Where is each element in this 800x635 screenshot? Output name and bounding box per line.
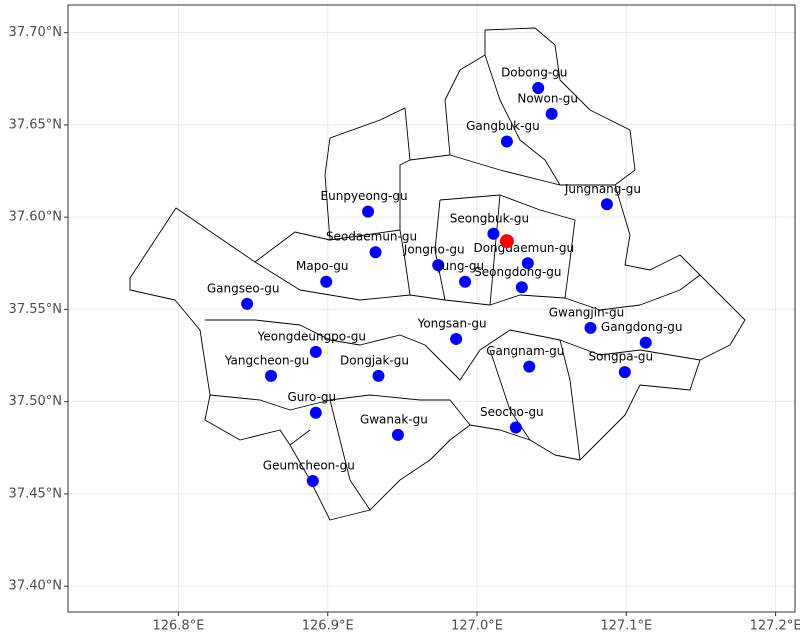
district-point: [584, 321, 597, 334]
district-label: Seocho-gu: [480, 405, 544, 419]
district-point: [500, 135, 513, 148]
district-point: [600, 198, 613, 211]
district-point: [459, 275, 472, 288]
district-label: Yeongdeungpo-gu: [257, 329, 366, 343]
y-tick-label: 37.70°N: [9, 25, 62, 40]
district-label: Yongsan-gu: [417, 316, 487, 330]
district-point: [320, 275, 333, 288]
district-point: [265, 369, 278, 382]
y-tick-label: 37.55°N: [9, 302, 62, 317]
district-label: Jungnang-gu: [564, 182, 641, 196]
district-point: [487, 227, 500, 240]
seoul-outline: [129, 27, 746, 521]
district-label: Gwanak-gu: [360, 412, 428, 426]
district-point: [391, 428, 404, 441]
district-point: [523, 360, 536, 373]
district-label: Seodaemun-gu: [326, 230, 417, 244]
district-point: [369, 246, 382, 259]
district-point: [521, 257, 534, 270]
district-label: Dongjak-gu: [340, 353, 409, 367]
district-label: Dobong-gu: [501, 66, 567, 80]
panel-border: [67, 4, 796, 613]
district-point: [545, 107, 558, 120]
y-tick-label: 37.65°N: [9, 117, 62, 132]
district-label: Yangcheon-gu: [224, 353, 309, 367]
district-line: [329, 54, 615, 306]
x-tick-label: 127.0°E: [451, 619, 503, 634]
district-boundaries: [129, 27, 746, 521]
district-label: Gangnam-gu: [486, 344, 564, 358]
district-point: [450, 332, 463, 345]
district-point: [362, 205, 375, 218]
district-point: [241, 297, 254, 310]
district-label: Seongdong-gu: [474, 265, 561, 279]
district-label: Geumcheon-gu: [263, 459, 355, 473]
district-point: [515, 281, 528, 294]
y-tick-label: 37.45°N: [9, 486, 62, 501]
x-tick-label: 126.8°E: [152, 619, 204, 634]
district-point: [372, 369, 385, 382]
district-line: [254, 261, 701, 311]
district-label: Gwangjin-gu: [549, 305, 625, 319]
district-label: Guro-gu: [287, 390, 336, 404]
y-tick-label: 37.60°N: [9, 210, 62, 225]
district-point: [432, 259, 445, 272]
district-label: Seongbuk-gu: [450, 211, 529, 225]
district-point: [509, 421, 522, 434]
district-point: [532, 82, 545, 95]
y-tick-label: 37.50°N: [9, 394, 62, 409]
district-label: Nowon-gu: [517, 91, 578, 105]
district-label: Jung-gu: [437, 259, 484, 273]
district-point: [306, 475, 319, 488]
x-tick-label: 126.9°E: [302, 619, 354, 634]
district-label: Gangbuk-gu: [466, 119, 540, 133]
district-label: Mapo-gu: [296, 259, 348, 273]
y-tick-label: 37.40°N: [9, 579, 62, 594]
district-point: [618, 366, 631, 379]
district-line: [209, 339, 581, 511]
district-point: [309, 406, 322, 419]
district-label: Jongno-gu: [403, 243, 465, 257]
district-label: Dongdaemun-gu: [473, 241, 574, 255]
district-label: Gangdong-gu: [601, 320, 683, 334]
highlight-point: [499, 234, 514, 249]
district-label: Songpa-gu: [588, 350, 653, 364]
district-point: [639, 336, 652, 349]
district-point: [309, 345, 322, 358]
x-tick-label: 127.2°E: [750, 619, 800, 634]
district-label: Gangseo-gu: [207, 281, 280, 295]
district-line: [205, 319, 701, 381]
district-label: Eunpyeong-gu: [321, 189, 408, 203]
x-tick-label: 127.1°E: [600, 619, 652, 634]
